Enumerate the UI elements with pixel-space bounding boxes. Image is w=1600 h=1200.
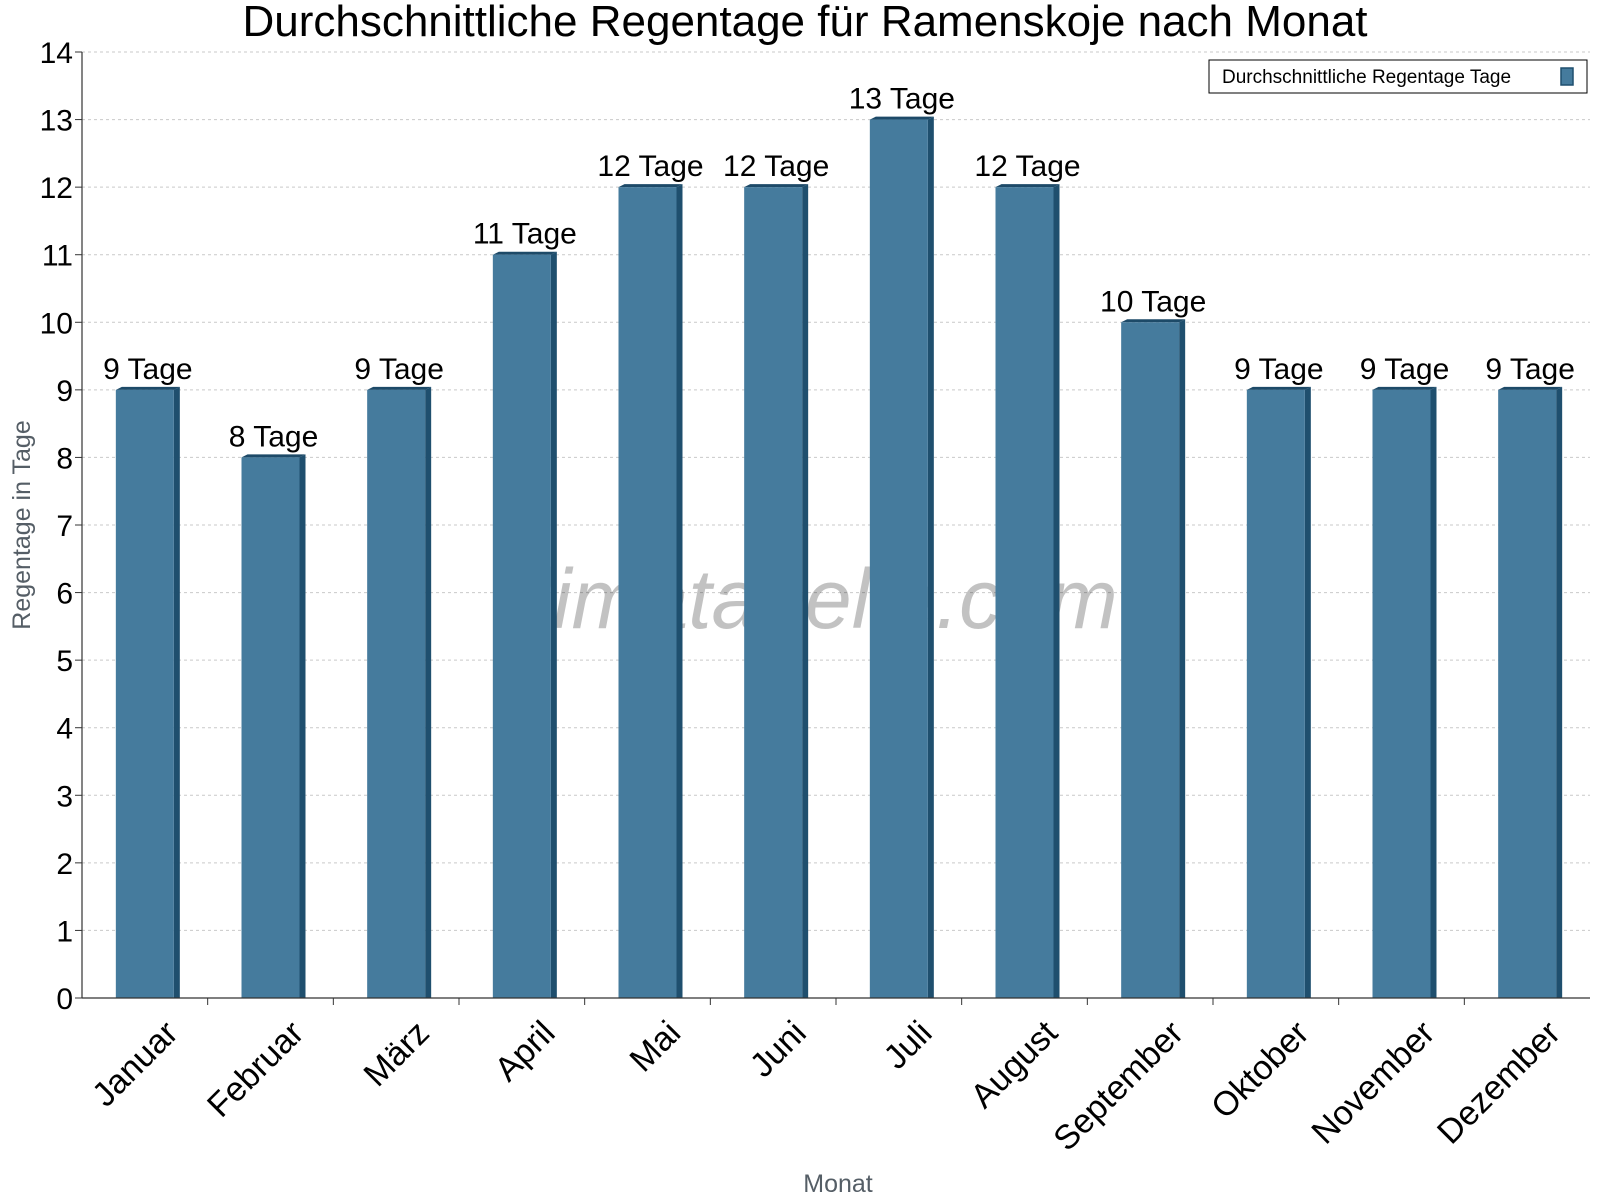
bar-side [927, 116, 934, 999]
data-labels: 9 Tage 8 Tage 9 Tage 11 Tage 12 Tage 12 Tage 1… [103, 83, 1575, 454]
bar-side [173, 386, 180, 998]
bar [1121, 322, 1180, 998]
data-label: 9 Tage [103, 353, 193, 386]
bar-september [1121, 319, 1186, 998]
bar-side [676, 184, 683, 999]
bar-januar [115, 386, 180, 998]
y-tick-label: 5 [56, 645, 73, 678]
x-tick-label: Mai [623, 1014, 689, 1080]
data-label: 13 Tage [849, 83, 955, 116]
x-tick-label: Juli [877, 1014, 940, 1077]
bar-side [299, 454, 306, 998]
data-label: 9 Tage [1234, 353, 1324, 386]
bar-november [1372, 386, 1437, 998]
bar-top [1498, 386, 1563, 390]
y-tick-label: 11 [42, 240, 73, 273]
data-label: 12 Tage [974, 150, 1080, 183]
bar [1498, 389, 1557, 998]
data-label: 9 Tage [1360, 353, 1450, 386]
bar [492, 254, 551, 998]
data-label: 9 Tage [354, 353, 444, 386]
bar-oktober [1246, 386, 1311, 998]
data-label: 8 Tage [229, 420, 319, 453]
bar-top [492, 251, 557, 255]
bar-top [1246, 386, 1311, 390]
bar-august [995, 184, 1060, 999]
bar-side [1556, 386, 1563, 998]
bar [1246, 389, 1305, 998]
bar-juli [869, 116, 934, 999]
y-tick-label: 13 [40, 105, 73, 138]
y-axis-title: Regentage in Tage [8, 420, 36, 629]
x-tick-label: Oktober [1204, 1014, 1316, 1126]
y-tick-label: 7 [56, 510, 73, 543]
y-tick-label: 8 [56, 442, 73, 475]
y-tick-label: 9 [56, 375, 73, 408]
data-label: 9 Tage [1485, 353, 1575, 386]
bars [115, 116, 1563, 999]
gridlines [82, 51, 1590, 931]
bar-side [1179, 319, 1186, 998]
x-axis-title: Monat [803, 1170, 873, 1198]
bar [618, 187, 677, 999]
legend-box [1208, 59, 1588, 94]
bar-top [241, 454, 306, 458]
bar-top [115, 386, 180, 390]
x-tick-label: Februar [200, 1014, 311, 1125]
bar-top [618, 184, 683, 188]
bar-juni [744, 184, 809, 999]
bar-top [1121, 319, 1186, 323]
legend-label: Durchschnittliche Regentage Tage [1222, 67, 1511, 88]
x-tick-label: August [963, 1013, 1065, 1115]
x-tick-label: Januar [85, 1014, 185, 1114]
x-tick-label: September [1046, 1014, 1190, 1158]
data-label: 10 Tage [1100, 285, 1206, 318]
bar-april [492, 251, 557, 998]
bar-top [744, 184, 809, 188]
bar-top [869, 116, 934, 120]
data-label: 11 Tage [473, 218, 577, 251]
bar [367, 389, 426, 998]
bar [115, 389, 174, 998]
bar [241, 457, 300, 998]
y-tick-label: 3 [56, 780, 73, 813]
x-tick-label: Dezember [1430, 1014, 1568, 1152]
bar-side [1430, 386, 1437, 998]
bar-mai [618, 184, 683, 999]
y-tick-label: 1 [56, 915, 73, 948]
bar-top [1372, 386, 1437, 390]
bar-februar [241, 454, 306, 998]
bar-top [367, 386, 432, 390]
bar-side [550, 251, 557, 998]
bar [995, 187, 1054, 999]
y-tick-label: 12 [40, 172, 73, 205]
data-label: 12 Tage [723, 150, 829, 183]
bar [744, 187, 803, 999]
legend: Durchschnittliche Regentage Tage [1208, 59, 1588, 94]
bar [869, 119, 928, 999]
bar [1372, 389, 1431, 998]
bar-side [1053, 184, 1060, 999]
legend-swatch [1560, 67, 1574, 86]
x-tick-label: Juni [743, 1014, 814, 1085]
y-tick-label: 2 [56, 848, 73, 881]
bar-side [1304, 386, 1311, 998]
y-tick-label: 6 [56, 578, 73, 611]
x-tick-label: November [1304, 1014, 1442, 1152]
x-tick-label: April [487, 1014, 562, 1089]
x-tick-label: März [356, 1014, 436, 1094]
y-tick-label: 10 [40, 307, 73, 340]
y-tick-label: 0 [56, 983, 73, 1016]
bar-dezember [1498, 386, 1563, 998]
y-tick-label: 14 [40, 37, 73, 70]
bar-top [995, 184, 1060, 188]
bar-side [425, 386, 432, 998]
data-label: 12 Tage [597, 150, 703, 183]
y-tick-label: 4 [56, 713, 73, 746]
chart-title: Durchschnittliche Regentage für Ramensko… [242, 0, 1367, 46]
bar-side [802, 184, 809, 999]
bar-m-rz [367, 386, 432, 998]
